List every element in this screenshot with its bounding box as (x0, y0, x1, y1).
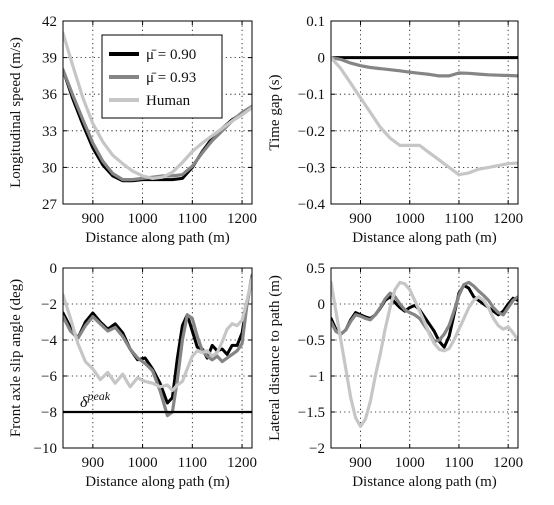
y-tick-label: 36 (42, 87, 58, 103)
plot-frame (330, 267, 519, 449)
x-axis-label: Distance along path (m) (85, 474, 230, 490)
x-tick-label: 1200 (493, 455, 523, 471)
y-tick-label: −8 (41, 405, 57, 421)
x-axis-label: Distance along path (m) (352, 230, 497, 246)
y-tick-label: −2 (309, 441, 325, 457)
series-line-human (63, 31, 252, 180)
y-tick-label: 27 (42, 197, 58, 213)
plot-frame (62, 20, 253, 205)
x-tick-label: 1100 (444, 455, 473, 471)
series-line-human (331, 55, 518, 177)
series-line-human (331, 280, 518, 428)
y-tick-label: −6 (41, 369, 57, 385)
x-tick-label: 1200 (227, 211, 257, 227)
y-tick-label: −0.5 (298, 333, 325, 349)
x-tick-label: 900 (349, 455, 372, 471)
plot-frame (330, 20, 519, 205)
y-tick-label: 33 (42, 124, 57, 140)
x-tick-label: 1000 (128, 455, 158, 471)
x-tick-label: 1200 (227, 455, 257, 471)
y-axis-label: Front axle slip angle (deg) (8, 279, 24, 437)
y-tick-label: −0.4 (298, 197, 326, 213)
x-tick-label: 1100 (178, 211, 207, 227)
x-tick-label: 900 (349, 211, 372, 227)
x-tick-label: 1100 (178, 455, 207, 471)
chart-lateral: 900 1000 1100 1200 −2 −1.5 −1 −0.5 0 0.5 Distance … (267, 261, 523, 490)
delta-peak-annotation: δpeak (80, 389, 111, 411)
y-tick-label: −1.5 (298, 405, 325, 421)
legend-label-mu090: μ̄ = 0.90 (146, 47, 196, 63)
x-axis-label: Distance along path (m) (85, 230, 230, 246)
x-tick-label: 1000 (395, 211, 425, 227)
chart-slip: 900 1000 1100 1200 −10 −8 −6 −4 −2 0 Distance alon… (8, 261, 257, 490)
y-axis-label: Longitudinal speed (m/s) (8, 37, 24, 188)
x-tick-label: 900 (82, 211, 105, 227)
y-tick-label: 42 (42, 14, 57, 30)
y-tick-label: 39 (42, 51, 57, 67)
y-tick-label: −10 (34, 441, 57, 457)
y-axis-label: Lateral distance to path (m) (267, 275, 283, 441)
y-tick-label: 0.1 (306, 14, 325, 30)
series-line-mu093 (331, 55, 518, 78)
series-line-human (63, 277, 252, 392)
y-tick-label: 0 (318, 51, 326, 67)
plot-frame (62, 267, 253, 449)
x-tick-label: 900 (82, 455, 105, 471)
y-tick-label: 0 (318, 297, 326, 313)
y-tick-label: −1 (309, 369, 325, 385)
chart-speed: 900 1000 1100 1200 27 30 33 36 39 42 Distance alon… (8, 14, 257, 246)
y-tick-label: 0 (50, 261, 58, 277)
y-tick-label: −0.1 (298, 87, 325, 103)
y-tick-label: −4 (41, 333, 57, 349)
y-tick-label: −0.3 (298, 160, 325, 176)
legend: μ̄ = 0.90 μ̄ = 0.93 Human (101, 34, 223, 119)
y-axis-label: Time gap (s) (267, 74, 283, 150)
series-line-mu093 (63, 273, 252, 418)
y-tick-label: −0.2 (298, 124, 325, 140)
y-tick-label: 0.5 (306, 261, 325, 277)
x-tick-label: 1200 (493, 211, 523, 227)
x-tick-label: 1100 (444, 211, 473, 227)
x-tick-label: 1000 (395, 455, 425, 471)
legend-label-mu093: μ̄ = 0.93 (146, 70, 196, 86)
y-tick-label: −2 (41, 297, 57, 313)
y-tick-label: 30 (42, 160, 57, 176)
chart-timegap: 900 1000 1100 1200 −0.4 −0.3 −0.2 −0.1 0 0.1 Dista… (267, 14, 523, 246)
legend-label-human: Human (146, 93, 191, 109)
x-axis-label: Distance along path (m) (352, 474, 497, 490)
x-tick-label: 1000 (128, 211, 158, 227)
